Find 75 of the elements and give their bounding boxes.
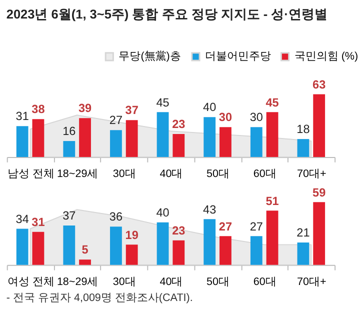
x-tick-label: 60대 bbox=[253, 168, 276, 180]
x-tick-label: 50대 bbox=[206, 276, 230, 288]
bar bbox=[63, 226, 76, 265]
data-label: 18 bbox=[296, 123, 310, 136]
bar bbox=[156, 112, 169, 157]
bar bbox=[220, 127, 232, 157]
data-label: 43 bbox=[203, 203, 217, 216]
data-label: 34 bbox=[16, 212, 30, 226]
data-label: 30 bbox=[250, 111, 264, 124]
bar bbox=[297, 139, 310, 157]
legend-label: 국민의힘 (%) bbox=[294, 50, 358, 63]
x-tick-label: 60대 bbox=[253, 276, 276, 288]
data-label: 30 bbox=[218, 111, 232, 124]
bar bbox=[313, 202, 326, 265]
x-tick-label: 여성 전체 bbox=[7, 276, 54, 288]
x-tick-label: 18~29세 bbox=[56, 276, 98, 288]
data-label: 36 bbox=[109, 210, 123, 224]
x-tick-label: 18~29세 bbox=[56, 168, 98, 180]
data-label: 59 bbox=[312, 186, 326, 200]
data-label: 16 bbox=[62, 125, 76, 138]
data-label: 40 bbox=[156, 206, 170, 220]
data-label: 19 bbox=[125, 228, 139, 242]
x-tick-label: 50대 bbox=[206, 168, 230, 180]
bar bbox=[32, 232, 44, 265]
data-label: 38 bbox=[32, 103, 46, 116]
bar bbox=[250, 236, 262, 265]
data-label: 40 bbox=[203, 101, 217, 114]
bar bbox=[16, 228, 28, 265]
bar bbox=[16, 126, 28, 157]
bar bbox=[110, 130, 122, 157]
data-label: 31 bbox=[16, 110, 29, 124]
bar bbox=[63, 141, 76, 157]
bar bbox=[172, 134, 185, 157]
data-label: 5 bbox=[82, 244, 89, 257]
bar bbox=[250, 127, 262, 157]
data-label: 51 bbox=[266, 194, 280, 208]
data-label: 37 bbox=[125, 104, 139, 118]
legend-label: 무당(無黨)층 bbox=[118, 50, 181, 63]
bar bbox=[220, 236, 232, 265]
bar bbox=[204, 219, 216, 265]
data-label: 27 bbox=[218, 220, 232, 234]
bar bbox=[110, 226, 122, 265]
bar bbox=[126, 120, 138, 157]
data-label: 37 bbox=[62, 210, 76, 223]
bar bbox=[172, 240, 185, 265]
data-label: 27 bbox=[109, 114, 123, 128]
x-tick-label: 40대 bbox=[160, 168, 183, 180]
x-tick-label: 70대+ bbox=[297, 276, 326, 288]
bar bbox=[297, 242, 310, 265]
bar bbox=[79, 260, 91, 265]
data-label: 31 bbox=[32, 216, 46, 230]
x-tick-label: 70대+ bbox=[297, 168, 326, 180]
bar bbox=[156, 222, 169, 265]
legend-label: 더불어민주당 bbox=[205, 50, 272, 63]
data-label: 63 bbox=[312, 78, 326, 92]
bar bbox=[204, 117, 216, 157]
x-tick-label: 40대 bbox=[160, 276, 183, 288]
chart-title: 2023년 6월(1, 3~5주) 통합 주요 정당 지지도 - 성·연령별 bbox=[6, 6, 328, 22]
x-tick-label: 남성 전체 bbox=[7, 168, 54, 180]
bar bbox=[313, 94, 326, 157]
data-label: 23 bbox=[172, 224, 186, 238]
bar bbox=[126, 244, 138, 265]
data-label: 45 bbox=[266, 96, 280, 110]
data-label: 27 bbox=[250, 220, 263, 234]
data-label: 39 bbox=[78, 102, 92, 116]
data-label: 21 bbox=[296, 226, 310, 240]
bar bbox=[266, 210, 278, 265]
bar bbox=[266, 112, 278, 157]
data-label: 45 bbox=[156, 96, 170, 110]
x-tick-label: 30대 bbox=[112, 276, 136, 288]
bar bbox=[32, 119, 44, 157]
x-tick-label: 30대 bbox=[112, 168, 136, 180]
text: - 전국 유권자 4,009명 전화조사(CATI). bbox=[6, 292, 193, 304]
data-label: 23 bbox=[172, 118, 186, 132]
bar bbox=[79, 118, 91, 157]
